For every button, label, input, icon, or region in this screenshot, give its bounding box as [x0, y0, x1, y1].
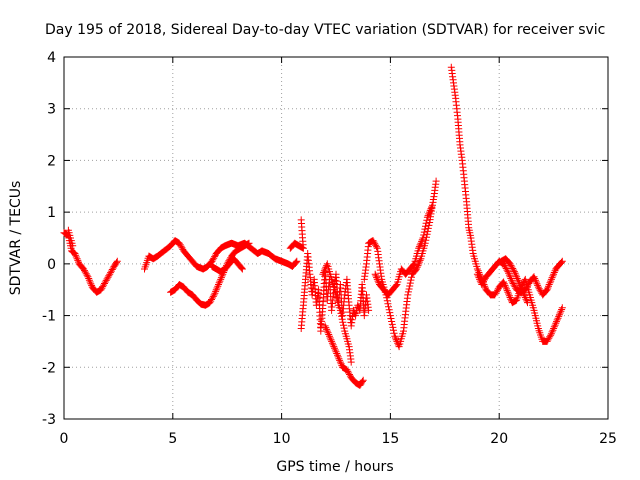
- x-tick-label: 25: [599, 431, 617, 447]
- series-arc-6: [286, 216, 307, 252]
- series-arc-9: [319, 260, 355, 366]
- data-markers: [60, 63, 566, 389]
- x-tick-label: 20: [490, 431, 508, 447]
- y-tick-label: -3: [42, 412, 56, 428]
- grid-lines: [64, 57, 608, 419]
- y-tick-label: 2: [47, 153, 56, 169]
- y-axis-label: SDTVAR / TECUs: [8, 181, 24, 296]
- chart-title: Day 195 of 2018, Sidereal Day-to-day VTE…: [45, 22, 605, 38]
- y-tick-labels: -3 -2 -1 0 1 2 3 4: [42, 50, 56, 428]
- series-arc-8: [321, 322, 367, 389]
- x-tick-label: 5: [168, 431, 177, 447]
- series-arc-3: [141, 237, 301, 273]
- x-tick-label: 15: [381, 431, 399, 447]
- series-arc-12: [447, 63, 566, 345]
- x-tick-label: 0: [60, 431, 69, 447]
- x-axis-label: GPS time / hours: [276, 459, 393, 475]
- y-tick-label: 1: [47, 205, 56, 221]
- series-arc-7: [297, 250, 373, 335]
- series-arc-11: [371, 203, 436, 299]
- series-arc-5: [208, 255, 246, 276]
- x-tick-label: 10: [273, 431, 291, 447]
- series-arc-14: [497, 255, 531, 307]
- axis-ticks: [63, 56, 609, 420]
- series-arc-10: [360, 177, 440, 351]
- series-arc-4: [167, 239, 253, 309]
- plot-frame: [63, 56, 609, 420]
- y-tick-label: -1: [42, 309, 56, 325]
- y-tick-label: -2: [42, 360, 56, 376]
- y-tick-label: 4: [47, 50, 56, 66]
- series-arc-13: [473, 257, 566, 299]
- y-tick-label: 3: [47, 102, 56, 118]
- x-tick-labels: 0 5 10 15 20 25: [60, 431, 617, 447]
- series-arc-2: [64, 226, 77, 250]
- y-tick-label: 0: [47, 257, 56, 273]
- series-arc-1: [60, 229, 121, 296]
